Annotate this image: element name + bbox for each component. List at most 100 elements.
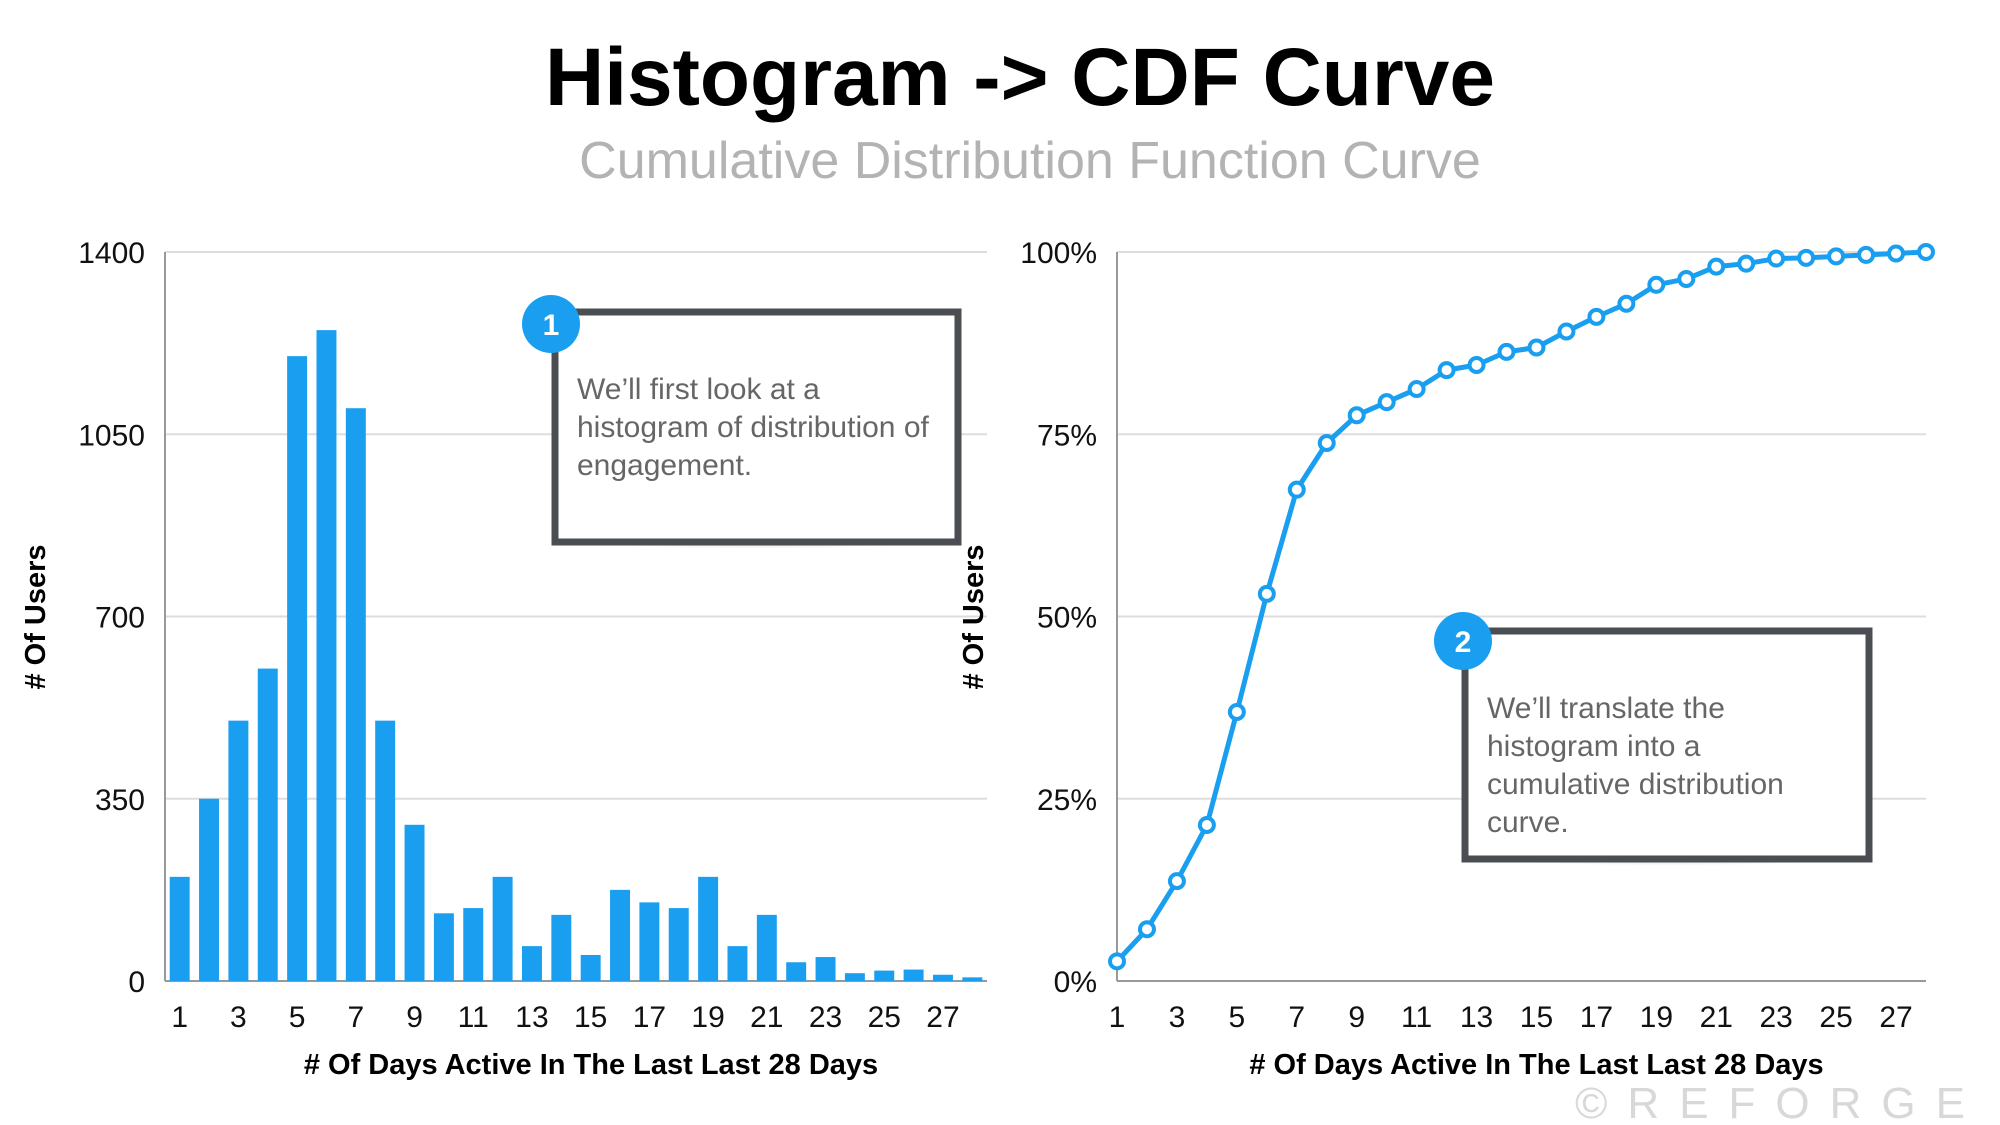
x-tick-label: 17 <box>633 1001 666 1034</box>
x-tick-label: 3 <box>230 1001 247 1034</box>
cdf-point <box>1227 702 1246 721</box>
histogram-bar <box>492 876 513 981</box>
x-tick-label: 5 <box>289 1001 306 1034</box>
y-tick-label: 1050 <box>78 419 145 452</box>
step-badge-number: 2 <box>1455 626 1472 659</box>
cdf-line <box>1115 249 1927 964</box>
x-tick-label: 15 <box>1520 1001 1553 1034</box>
histogram-bar <box>257 668 278 981</box>
x-tick-label: 19 <box>691 1001 724 1034</box>
histogram-bar <box>228 720 249 981</box>
histogram-bar <box>610 889 631 981</box>
callout-text-line: We’ll translate the <box>1487 692 1725 725</box>
callout-frame <box>551 308 962 546</box>
x-tick-label: 25 <box>868 1001 901 1034</box>
cdf-point <box>1287 480 1306 499</box>
x-tick-label: 23 <box>1759 1001 1792 1034</box>
histogram-bar <box>756 914 777 981</box>
cdf-point <box>1797 248 1816 267</box>
x-tick-label: 19 <box>1640 1001 1673 1034</box>
cdf-point <box>1257 584 1276 603</box>
cdf-point <box>1108 952 1126 971</box>
histogram-bar <box>433 913 454 981</box>
x-tick-label: 11 <box>458 1001 489 1034</box>
histogram-bar <box>463 908 484 981</box>
slide-subtitle: Cumulative Distribution Function Curve <box>579 132 1481 190</box>
callout-text-line: cumulative distribution <box>1487 768 1784 801</box>
cdf-point <box>1767 249 1786 268</box>
x-tick-label: 15 <box>574 1001 607 1034</box>
histogram-bar <box>169 876 190 981</box>
callout-text-line: We’ll first look at a <box>577 373 820 406</box>
histogram-bar <box>932 974 953 981</box>
y-tick-label: 25% <box>1037 784 1097 817</box>
y-tick-label: 0 <box>128 966 145 999</box>
histogram-bar <box>874 970 895 981</box>
x-tick-label: 17 <box>1580 1001 1613 1034</box>
slide-title: Histogram -> CDF Curve <box>545 32 1495 123</box>
cdf-point <box>1557 322 1576 341</box>
y-tick-label: 1400 <box>78 237 145 270</box>
x-tick-label: 21 <box>1700 1001 1733 1034</box>
x-tick-label: 7 <box>1288 1001 1305 1034</box>
y-tick-label: 350 <box>95 784 145 817</box>
histogram-bar <box>521 946 542 981</box>
cdf-point <box>1347 406 1366 425</box>
callout-text-line: histogram of distribution of <box>577 411 930 444</box>
cdf-point <box>1167 872 1186 891</box>
histogram-bar <box>199 798 220 981</box>
histogram-bar <box>580 954 601 981</box>
cdf-point <box>1887 244 1906 263</box>
reforge-watermark: ©REFORGE <box>1575 1079 1985 1125</box>
x-tick-label: 13 <box>1460 1001 1493 1034</box>
histogram-bar <box>727 946 748 981</box>
x-axis-title: # Of Days Active In The Last Last 28 Day… <box>1249 1049 1823 1081</box>
histogram-bar <box>551 914 572 981</box>
y-tick-label: 100% <box>1020 237 1097 270</box>
y-tick-label: 50% <box>1037 602 1097 635</box>
cdf-point <box>1737 254 1756 273</box>
callout-text-line: histogram into a <box>1487 730 1701 763</box>
cdf-point <box>1497 342 1516 361</box>
cdf-point <box>1857 245 1876 264</box>
x-tick-label: 9 <box>1348 1001 1365 1034</box>
histogram-bar <box>844 973 865 981</box>
cdf-point <box>1467 355 1486 374</box>
x-tick-label: 9 <box>406 1001 423 1034</box>
histogram-bar <box>698 876 719 981</box>
y-tick-label: 75% <box>1037 419 1097 452</box>
cdf-point <box>1917 243 1935 261</box>
cdf-point <box>1677 269 1696 288</box>
x-tick-label: 1 <box>1109 1001 1126 1034</box>
histogram-bar <box>345 408 366 981</box>
x-tick-label: 27 <box>926 1001 959 1034</box>
y-axis-title: # Of Users <box>958 544 990 689</box>
cdf-point <box>1137 920 1156 939</box>
histogram-bar <box>903 969 924 981</box>
cdf-point <box>1527 338 1546 357</box>
cdf-point <box>1437 361 1456 380</box>
x-tick-label: 13 <box>515 1001 548 1034</box>
y-tick-label: 0% <box>1054 966 1097 999</box>
x-tick-label: 5 <box>1229 1001 1246 1034</box>
x-tick-label: 11 <box>1401 1001 1432 1034</box>
callout-box: We’ll translate the histogram into a cumul… <box>1434 612 1873 877</box>
y-tick-label: 700 <box>95 602 145 635</box>
callout-text-line: curve. <box>1487 806 1569 839</box>
histogram-bar <box>404 824 425 981</box>
cdf-point <box>1617 294 1636 313</box>
cdf-point <box>1587 307 1606 326</box>
x-tick-label: 7 <box>347 1001 364 1034</box>
cdf-point <box>1647 275 1666 294</box>
cdf-point <box>1377 393 1396 412</box>
histogram-bar <box>815 957 836 981</box>
x-tick-label: 25 <box>1819 1001 1852 1034</box>
step-badge <box>1434 612 1492 670</box>
step-badge-number: 1 <box>543 309 560 342</box>
histogram-bar <box>668 908 689 981</box>
histogram-bar <box>639 902 660 981</box>
step-badge <box>522 295 580 353</box>
x-axis-title: # Of Days Active In The Last Last 28 Day… <box>304 1049 878 1081</box>
